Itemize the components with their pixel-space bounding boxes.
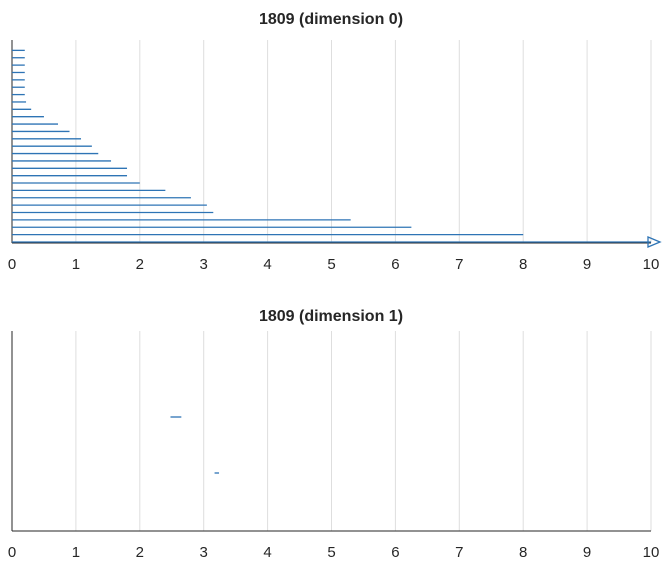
x-tick-label: 3 [200, 544, 208, 561]
barcode-plot-dimension-1-svg: 1809 (dimension 1) 0 1 2 3 4 5 6 7 8 9 10 [8, 308, 660, 561]
x-tick-label: 5 [327, 544, 335, 561]
x-tick-label: 1 [72, 256, 80, 273]
x-tick-label: 7 [455, 544, 463, 561]
x-tick-label: 0 [8, 256, 16, 273]
x-tick-label: 8 [519, 544, 527, 561]
chart-title: 1809 (dimension 0) [259, 11, 403, 28]
x-tick-label: 0 [8, 544, 16, 561]
chart-title: 1809 (dimension 1) [259, 308, 403, 325]
barcode-plot-dimension-0: 1809 (dimension 0) 0 1 2 3 4 5 6 7 8 9 10 [8, 11, 662, 273]
x-tick-label: 5 [327, 256, 335, 273]
infinite-bar-arrow [647, 236, 662, 248]
x-tick-label: 1 [72, 544, 80, 561]
x-tick-label: 2 [136, 544, 144, 561]
x-tick-label: 10 [643, 544, 660, 561]
barcode-plot-dimension-0-svg: 1809 (dimension 0) 0 1 2 3 4 5 6 7 8 9 10 [8, 11, 662, 273]
x-tick-label: 7 [455, 256, 463, 273]
x-tick-label: 6 [391, 544, 399, 561]
x-tick-label: 9 [583, 544, 591, 561]
x-tick-label: 2 [136, 256, 144, 273]
x-tick-label: 8 [519, 256, 527, 273]
x-tick-label: 4 [263, 544, 271, 561]
x-tick-label: 4 [263, 256, 271, 273]
x-tick-label: 6 [391, 256, 399, 273]
x-tick-label: 3 [200, 256, 208, 273]
x-tick-label: 10 [643, 256, 660, 273]
x-tick-label: 9 [583, 256, 591, 273]
barcode-plot-dimension-1: 1809 (dimension 1) 0 1 2 3 4 5 6 7 8 9 10 [0, 283, 663, 566]
